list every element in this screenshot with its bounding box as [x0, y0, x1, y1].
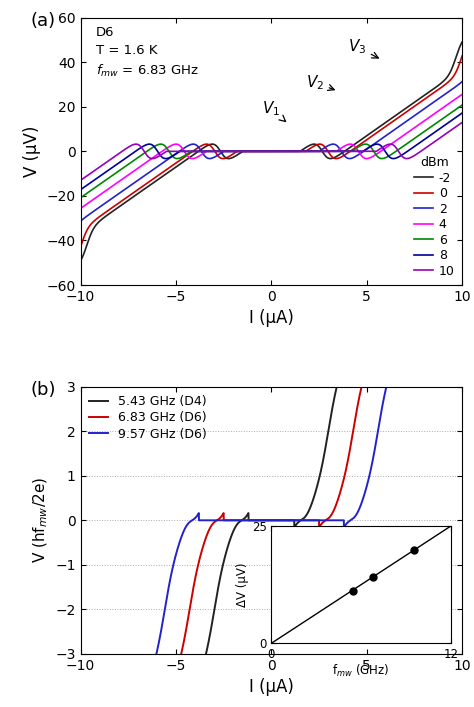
- 5.43 GHz (D4): [259, 516, 264, 525]
- Text: (b): (b): [31, 381, 56, 399]
- X-axis label: I (μA): I (μA): [249, 310, 294, 327]
- 6: [259, 147, 264, 156]
- -2: [259, 147, 264, 156]
- Line: -2: -2: [81, 42, 462, 261]
- Line: 5.43 GHz (D4): 5.43 GHz (D4): [81, 0, 462, 707]
- Legend: -2, 0, 2, 4, 6, 8, 10: -2, 0, 2, 4, 6, 8, 10: [412, 155, 456, 279]
- Line: 6.83 GHz (D6): 6.83 GHz (D6): [81, 52, 462, 707]
- 4: [78, 204, 83, 213]
- 2: [238, 147, 244, 156]
- 8: [428, 130, 434, 139]
- 6.83 GHz (D6): [355, 401, 361, 409]
- 6.83 GHz (D6): [238, 516, 244, 525]
- 6: [241, 147, 247, 156]
- 10: [428, 140, 434, 148]
- 5.43 GHz (D4): [447, 6, 453, 14]
- Line: 9.57 GHz (D6): 9.57 GHz (D6): [81, 134, 462, 707]
- 0: [259, 147, 264, 156]
- Y-axis label: V (hf$_{mw}$/2e): V (hf$_{mw}$/2e): [31, 477, 50, 563]
- Line: 10: 10: [81, 122, 462, 180]
- 5.43 GHz (D4): [241, 515, 247, 523]
- 2: [78, 217, 83, 226]
- 8: [459, 109, 465, 117]
- -2: [78, 257, 83, 265]
- 4: [355, 146, 361, 154]
- Text: $V_1$: $V_1$: [262, 100, 286, 122]
- 10: [238, 147, 244, 156]
- X-axis label: I (μA): I (μA): [249, 679, 294, 696]
- 0: [238, 147, 244, 156]
- 5.43 GHz (D4): [428, 68, 434, 76]
- 6: [78, 194, 83, 202]
- 10: [259, 147, 264, 156]
- Text: D6
T = 1.6 K
$f_{mw}$ = 6.83 GHz: D6 T = 1.6 K $f_{mw}$ = 6.83 GHz: [96, 25, 199, 78]
- 8: [447, 117, 453, 126]
- 8: [78, 185, 83, 194]
- 9.57 GHz (D6): [355, 508, 361, 516]
- 6: [355, 143, 361, 151]
- 8: [238, 147, 244, 156]
- 9.57 GHz (D6): [259, 516, 264, 525]
- 6.83 GHz (D6): [428, 148, 434, 157]
- 2: [447, 86, 453, 95]
- Text: $V_3$: $V_3$: [347, 37, 378, 58]
- Line: 6: 6: [81, 105, 462, 198]
- 0: [428, 90, 434, 99]
- 2: [355, 151, 361, 159]
- 6: [428, 122, 434, 131]
- 10: [447, 127, 453, 135]
- Y-axis label: V (μV): V (μV): [23, 126, 41, 177]
- 4: [428, 112, 434, 120]
- 9.57 GHz (D6): [238, 516, 244, 525]
- Text: $V_2$: $V_2$: [306, 73, 334, 92]
- 6: [459, 101, 465, 110]
- 2: [259, 147, 264, 156]
- -2: [241, 147, 247, 156]
- Line: 2: 2: [81, 81, 462, 221]
- 4: [259, 147, 264, 156]
- 6.83 GHz (D6): [241, 516, 247, 525]
- 10: [78, 176, 83, 185]
- 5.43 GHz (D4): [355, 308, 361, 317]
- 10: [355, 147, 361, 156]
- 0: [459, 52, 465, 60]
- 6.83 GHz (D6): [447, 86, 453, 95]
- 0: [355, 142, 361, 151]
- 0: [447, 76, 453, 84]
- 2: [428, 100, 434, 108]
- 5.43 GHz (D4): [238, 517, 244, 525]
- 4: [459, 90, 465, 98]
- 10: [241, 147, 247, 156]
- -2: [355, 138, 361, 146]
- 6: [238, 147, 244, 156]
- 4: [447, 98, 453, 107]
- -2: [447, 67, 453, 76]
- 9.57 GHz (D6): [459, 129, 465, 138]
- 0: [241, 147, 247, 156]
- -2: [459, 37, 465, 46]
- Text: (a): (a): [31, 12, 56, 30]
- 2: [459, 77, 465, 86]
- 10: [459, 118, 465, 127]
- Line: 4: 4: [81, 94, 462, 209]
- 6.83 GHz (D6): [259, 516, 264, 525]
- 6.83 GHz (D6): [459, 48, 465, 57]
- 2: [241, 147, 247, 156]
- 8: [241, 147, 247, 156]
- 8: [259, 147, 264, 156]
- -2: [238, 148, 244, 157]
- 8: [355, 147, 361, 156]
- 4: [241, 147, 247, 156]
- Line: 8: 8: [81, 113, 462, 189]
- 9.57 GHz (D6): [447, 168, 453, 176]
- 4: [238, 147, 244, 156]
- 6: [447, 109, 453, 117]
- 0: [78, 243, 83, 251]
- 9.57 GHz (D6): [241, 516, 247, 525]
- -2: [428, 86, 434, 95]
- 9.57 GHz (D6): [428, 230, 434, 238]
- Line: 0: 0: [81, 56, 462, 247]
- Legend: 5.43 GHz (D4), 6.83 GHz (D6), 9.57 GHz (D6): 5.43 GHz (D4), 6.83 GHz (D6), 9.57 GHz (…: [87, 393, 210, 443]
